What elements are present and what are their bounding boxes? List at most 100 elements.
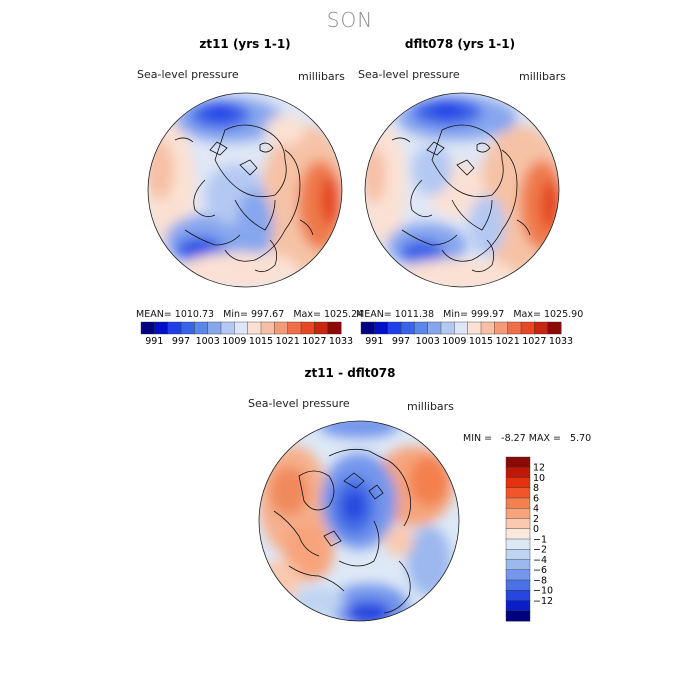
colorbar-panel-1-ticks: 991 997 1003 1009 1015 1021 1027 1033 xyxy=(141,336,353,348)
colorbar-panel-1-cell-9 xyxy=(260,321,275,335)
panel-1-max-label: Max= xyxy=(293,309,321,320)
colorbar-diff-tick: 8 xyxy=(533,483,539,494)
panel-1-min-label: Min= xyxy=(223,309,248,320)
colorbar-diff-tick: −8 xyxy=(533,575,547,586)
colorbar-panel-2-cell-11 xyxy=(507,321,522,335)
colorbar-panel-2-tick: 1009 xyxy=(442,336,467,347)
colorbar-diff-tick: 12 xyxy=(533,463,545,474)
colorbar-panel-1-cell-11 xyxy=(287,321,302,335)
panel-2-min-label: Min= xyxy=(443,309,468,320)
panel-1-mean-label: MEAN= xyxy=(136,309,172,320)
colorbar-panel-2-cell-9 xyxy=(480,321,495,335)
colorbar-diff-tick: 2 xyxy=(533,514,539,525)
colorbar-diff-tick: −4 xyxy=(533,555,547,566)
panel-2-field-label: Sea-level pressure xyxy=(358,68,460,81)
colorbar-diff-cell-0 xyxy=(505,456,531,468)
map-panel-2 xyxy=(364,92,560,288)
colorbar-panel-2-cell-2 xyxy=(387,321,402,335)
colorbar-panel-2-cell-8 xyxy=(467,321,482,335)
diff-max-label: MAX = xyxy=(528,433,561,444)
colorbar-panel-2-cell-5 xyxy=(427,321,442,335)
colorbar-panel-1-tick: 991 xyxy=(145,336,164,347)
colorbar-panel-2-cell-6 xyxy=(440,321,455,335)
panel-2-units: millibars xyxy=(519,70,566,83)
colorbar-panel-1-cell-1 xyxy=(154,321,169,335)
colorbar-panel-1-tick: 1033 xyxy=(328,336,354,347)
colorbar-diff-tick: −2 xyxy=(533,545,547,556)
diff-panel-stats: MIN = -8.27 MAX = 5.70 xyxy=(463,433,591,444)
colorbar-diff-cell-10 xyxy=(505,559,531,571)
colorbar-panel-2-tick: 1021 xyxy=(495,336,520,347)
colorbar-panel-2 xyxy=(360,321,562,335)
panel-1-min-value: 997.67 xyxy=(251,309,285,320)
colorbar-diff-tick: −12 xyxy=(533,596,553,607)
colorbar-panel-1-cell-10 xyxy=(274,321,289,335)
panel-2-mean-label: MEAN= xyxy=(356,309,392,320)
colorbar-panel-1-cell-14 xyxy=(327,321,342,335)
colorbar-diff-tick: 10 xyxy=(533,473,545,484)
panel-2-max-label: Max= xyxy=(513,309,541,320)
colorbar-panel-1-cell-2 xyxy=(167,321,182,335)
colorbar-panel-1 xyxy=(140,321,342,335)
colorbar-diff-cell-1 xyxy=(505,467,531,479)
season-title: SON xyxy=(326,8,374,32)
panel-2-min-value: 999.97 xyxy=(471,309,505,320)
diff-max-value: 5.70 xyxy=(570,433,592,444)
colorbar-panel-1-tick: 1009 xyxy=(222,336,247,347)
panel-2-mean-value: 1011.38 xyxy=(394,309,435,320)
colorbar-panel-1-tick: 1003 xyxy=(195,336,220,347)
colorbar-panel-1-cell-6 xyxy=(220,321,235,335)
colorbar-panel-2-tick: 1015 xyxy=(468,336,494,347)
panel-2-max-value: 1025.90 xyxy=(543,309,584,320)
colorbar-diff-cell-5 xyxy=(505,508,531,520)
colorbar-panel-1-cell-7 xyxy=(234,321,249,335)
colorbar-diff-cell-12 xyxy=(505,579,531,591)
map-panel-1 xyxy=(147,92,343,288)
colorbar-panel-1-cell-4 xyxy=(194,321,209,335)
colorbar-diff-cell-6 xyxy=(505,518,531,530)
colorbar-panel-2-cell-7 xyxy=(454,321,469,335)
colorbar-panel-2-cell-13 xyxy=(534,321,549,335)
colorbar-panel-2-cell-1 xyxy=(374,321,389,335)
colorbar-panel-2-cell-4 xyxy=(414,321,429,335)
panel-2-stats: MEAN= 1011.38 Min= 999.97 Max= 1025.90 xyxy=(356,309,583,320)
panel-1-field-label: Sea-level pressure xyxy=(137,68,239,81)
colorbar-panel-1-tick: 1015 xyxy=(248,336,274,347)
colorbar-panel-1-tick: 1027 xyxy=(302,336,327,347)
colorbar-diff-cell-8 xyxy=(505,538,531,550)
colorbar-panel-1-cell-12 xyxy=(300,321,315,335)
colorbar-panel-2-ticks: 991 997 1003 1009 1015 1021 1027 1033 xyxy=(361,336,573,348)
colorbar-diff-cell-7 xyxy=(505,528,531,540)
panel-1-mean-value: 1010.73 xyxy=(174,309,215,320)
colorbar-panel-1-cell-3 xyxy=(180,321,195,335)
diff-panel-field-label: Sea-level pressure xyxy=(248,397,350,410)
colorbar-panel-2-tick: 1027 xyxy=(522,336,547,347)
colorbar-diff-cell-14 xyxy=(505,600,531,612)
colorbar-diff-tick: −6 xyxy=(533,565,547,576)
colorbar-panel-1-tick: 1021 xyxy=(275,336,300,347)
colorbar-diff-cell-2 xyxy=(505,477,531,489)
colorbar-panel-2-cell-3 xyxy=(400,321,415,335)
colorbar-panel-2-tick: 1033 xyxy=(548,336,574,347)
panel-1-units: millibars xyxy=(298,70,345,83)
colorbar-panel-1-cell-0 xyxy=(140,321,155,335)
colorbar-diff-tick: 6 xyxy=(533,493,539,504)
colorbar-panel-2-tick: 997 xyxy=(391,336,411,347)
colorbar-diff-cell-11 xyxy=(505,569,531,581)
diff-panel-title: zt11 - dflt078 xyxy=(304,366,396,380)
colorbar-diff-tick: −10 xyxy=(533,586,553,597)
colorbar-panel-2-tick: 1003 xyxy=(415,336,440,347)
panel-1-max-value: 1025.24 xyxy=(323,309,364,320)
colorbar-diff-tick: 0 xyxy=(533,524,539,535)
panel-2-title: dflt078 (yrs 1-1) xyxy=(404,37,516,51)
colorbar-panel-2-cell-0 xyxy=(360,321,375,335)
diff-panel-units: millibars xyxy=(407,400,454,413)
colorbar-panel-1-tick: 997 xyxy=(171,336,191,347)
colorbar-panel-2-cell-12 xyxy=(520,321,535,335)
colorbar-diff-cell-9 xyxy=(505,549,531,561)
colorbar-diff-cell-15 xyxy=(505,610,531,622)
colorbar-panel-2-tick: 991 xyxy=(365,336,384,347)
colorbar-panel-1-cell-13 xyxy=(314,321,329,335)
diff-min-value: -8.27 xyxy=(501,433,526,444)
